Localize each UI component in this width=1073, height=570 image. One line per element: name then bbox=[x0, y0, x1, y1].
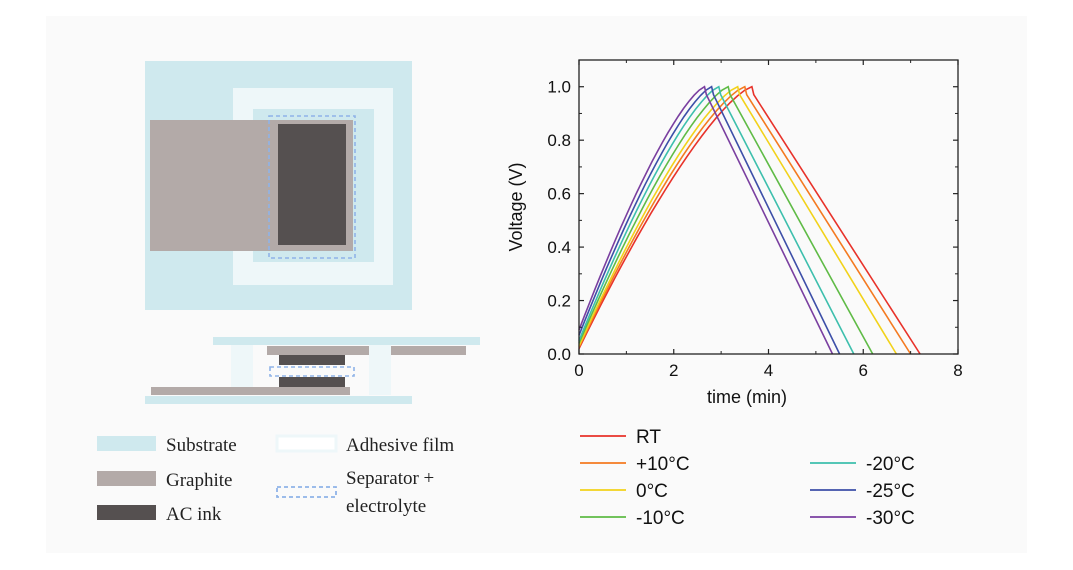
legend-label-0°C: 0°C bbox=[636, 481, 668, 502]
x-tick-label: 6 bbox=[859, 361, 868, 380]
legend-label-graphite: Graphite bbox=[166, 470, 232, 491]
y-tick-label: 1.0 bbox=[547, 78, 571, 97]
y-tick-label: 0.6 bbox=[547, 185, 571, 204]
graphite-top-layer bbox=[267, 346, 466, 355]
voltage-time-chart: 0 2 4 6 8 0.0 0.2 0.4 0.6 0.8 1.0 time (min) Volta… bbox=[506, 59, 963, 407]
series-line-+10°C bbox=[578, 85, 912, 355]
x-tick-label: 8 bbox=[953, 361, 962, 380]
ac-ink-bottom-layer bbox=[279, 377, 345, 387]
legend-label-separator-line1: Separator + bbox=[346, 468, 434, 489]
legend-label--30°C: -30°C bbox=[866, 508, 915, 529]
cross-section-schematic bbox=[145, 337, 480, 404]
y-tick-label: 0.0 bbox=[547, 345, 571, 364]
legend-swatch-separator bbox=[276, 486, 337, 498]
legend-label-ac-ink: AC ink bbox=[166, 504, 222, 525]
x-tick-label: 2 bbox=[669, 361, 678, 380]
legend-label--20°C: -20°C bbox=[866, 454, 915, 475]
top-view-schematic bbox=[145, 61, 412, 310]
series-line--30°C bbox=[578, 85, 834, 355]
y-axis-label: Voltage (V) bbox=[506, 162, 526, 251]
series-line--10°C bbox=[578, 85, 874, 355]
graphite-bottom-layer bbox=[151, 387, 350, 395]
series-line-RT bbox=[578, 85, 921, 355]
y-tick-label: 0.2 bbox=[547, 292, 571, 311]
legend-label--25°C: -25°C bbox=[866, 481, 915, 502]
adhesive-spacer-right bbox=[369, 345, 391, 395]
substrate-bottom-layer bbox=[145, 396, 412, 404]
separator-outline-top-view bbox=[268, 115, 356, 259]
ac-ink-electrode-top-view bbox=[278, 124, 346, 245]
chart-ticks-group: 0 2 4 6 8 0.0 0.2 0.4 0.6 0.8 1.0 bbox=[547, 60, 963, 380]
legend-label--10°C: -10°C bbox=[636, 508, 685, 529]
separator-cross-section bbox=[269, 366, 355, 377]
legend-label-RT: RT bbox=[636, 427, 661, 448]
y-tick-label: 0.8 bbox=[547, 131, 571, 150]
legend-swatch-ac-ink bbox=[97, 505, 156, 520]
x-tick-label: 0 bbox=[574, 361, 583, 380]
x-tick-label: 4 bbox=[764, 361, 773, 380]
legend-label-adhesive: Adhesive film bbox=[346, 435, 454, 456]
schematic-legend: Substrate Adhesive film Graphite Separat… bbox=[97, 434, 454, 525]
substrate-top-layer bbox=[213, 337, 480, 345]
chart-series-group bbox=[578, 85, 921, 355]
legend-label-substrate: Substrate bbox=[166, 435, 237, 456]
y-tick-label: 0.4 bbox=[547, 238, 571, 257]
legend-label-separator-line2: electrolyte bbox=[346, 496, 426, 517]
chart-legend: RT +10°C 0°C -10°C -20°C -25°C -30°C bbox=[580, 427, 915, 529]
legend-label-+10°C: +10°C bbox=[636, 454, 690, 475]
legend-swatch-substrate bbox=[97, 436, 156, 451]
series-line--25°C bbox=[578, 85, 841, 355]
x-axis-label: time (min) bbox=[707, 387, 787, 407]
series-line--20°C bbox=[578, 85, 855, 355]
legend-swatch-adhesive bbox=[275, 434, 338, 453]
legend-swatch-graphite bbox=[97, 471, 156, 486]
ac-ink-top-layer bbox=[279, 355, 345, 365]
adhesive-spacer-left bbox=[231, 345, 253, 395]
